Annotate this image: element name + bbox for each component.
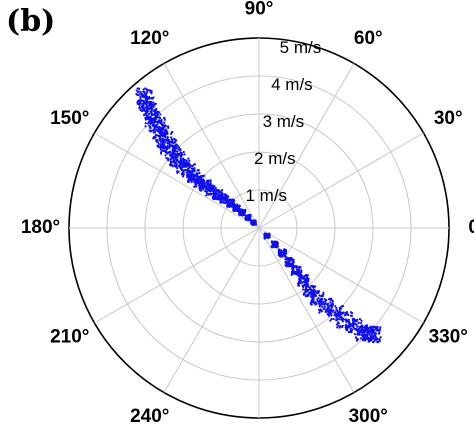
grid-spoke-210 [94,227,260,324]
data-point [135,87,153,106]
data-point [192,174,206,189]
data-point [344,317,363,336]
angle-tick-label-0: 0° [468,217,474,238]
angle-tick-label-60: 60° [354,28,383,49]
data-point [244,213,252,222]
data-point [238,208,247,217]
angle-tick-label-150: 150° [50,108,89,129]
angle-tick-label-300: 300° [349,406,388,427]
grid-spoke-150 [94,132,260,229]
angle-tick-label-90: 90° [245,0,274,20]
panel-label: (b) [6,4,56,39]
grid-spoke-330 [258,227,424,324]
radial-tick-label-5: 5 m/s [280,38,322,57]
data-point [277,248,288,258]
angle-tick-label-180: 180° [21,217,60,238]
data-point [270,240,280,249]
angle-tick-label-330: 330° [429,326,468,347]
radial-tick-label-1: 1 m/s [245,186,287,205]
grid-spoke-60 [258,63,355,229]
grid-spoke-120 [163,63,260,229]
data-point [335,310,354,329]
scatter-points [135,87,382,344]
angle-tick-label-120: 120° [130,28,169,49]
grid-spoke-240 [163,227,260,393]
polar-grid [68,37,450,419]
angle-tick-label-240: 240° [130,406,169,427]
radial-tick-label-3: 3 m/s [263,112,305,131]
data-point [364,325,382,344]
data-point [326,303,345,322]
data-point [263,232,271,240]
axis-labels: 0°30°60°90°120°150°180°210°240°270°300°3… [21,0,474,438]
radial-tick-label-2: 2 m/s [254,149,296,168]
grid-spoke-300 [258,227,355,393]
angle-tick-label-210: 210° [50,326,89,347]
data-point [250,219,258,227]
grid-spoke-30 [258,132,424,229]
radial-tick-label-4: 4 m/s [271,75,313,94]
data-point [284,256,295,268]
angle-tick-label-30: 30° [434,108,463,129]
